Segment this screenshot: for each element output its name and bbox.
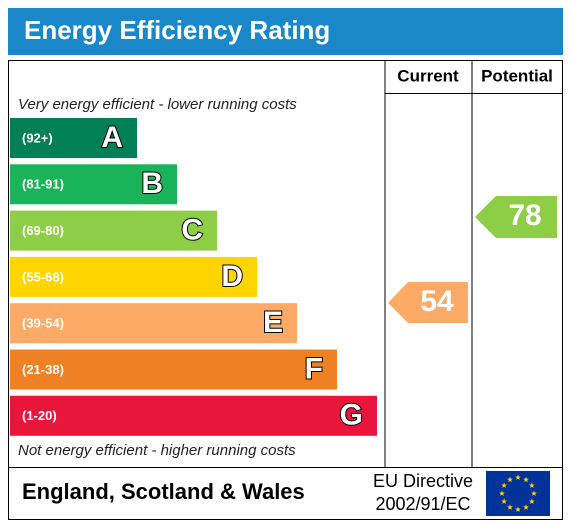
band-range: (21-38)	[22, 362, 64, 377]
band-letter: E	[263, 306, 283, 339]
star	[515, 474, 521, 480]
header-bar	[8, 8, 563, 55]
star	[507, 504, 513, 510]
potential-value: 78	[508, 199, 541, 232]
band	[10, 303, 297, 344]
band-range: (92+)	[22, 130, 53, 145]
directive: 2002/91/EC	[375, 494, 470, 514]
star	[523, 504, 529, 510]
star	[529, 498, 535, 504]
band	[10, 164, 177, 205]
column-header: Potential	[481, 66, 553, 85]
band-range: (39-54)	[22, 316, 64, 331]
title: Energy Efficiency Rating	[24, 15, 330, 45]
star	[523, 476, 529, 483]
star	[499, 490, 505, 496]
band	[10, 349, 337, 390]
band	[10, 210, 217, 251]
band	[10, 118, 137, 158]
band-letter: D	[221, 260, 243, 293]
band-range: (55-68)	[22, 269, 64, 284]
band-letter: F	[305, 352, 323, 385]
region: England, Scotland & Wales	[22, 479, 305, 504]
current-arrow	[388, 282, 468, 323]
band	[10, 395, 377, 436]
star	[507, 476, 513, 483]
eu-stars	[499, 474, 537, 512]
top-note: Very energy efficient - lower running co…	[18, 96, 297, 113]
band-range: (81-91)	[22, 177, 64, 192]
band-letter: B	[141, 167, 163, 200]
potential-arrow	[475, 196, 557, 238]
band-range: (69-80)	[22, 223, 64, 238]
star	[515, 506, 521, 512]
band-letter: G	[340, 399, 363, 432]
column-header: Current	[397, 66, 459, 85]
current-value: 54	[420, 285, 454, 318]
star	[529, 482, 535, 488]
band-letter: C	[181, 214, 203, 247]
star	[531, 490, 537, 496]
band	[10, 256, 257, 297]
bottom-note: Not energy efficient - higher running co…	[18, 442, 296, 459]
frame	[8, 60, 563, 520]
directive: EU Directive	[373, 471, 473, 491]
band-range: (1-20)	[22, 408, 57, 423]
star	[501, 482, 507, 488]
band-letter: A	[101, 121, 123, 154]
star	[501, 498, 507, 504]
